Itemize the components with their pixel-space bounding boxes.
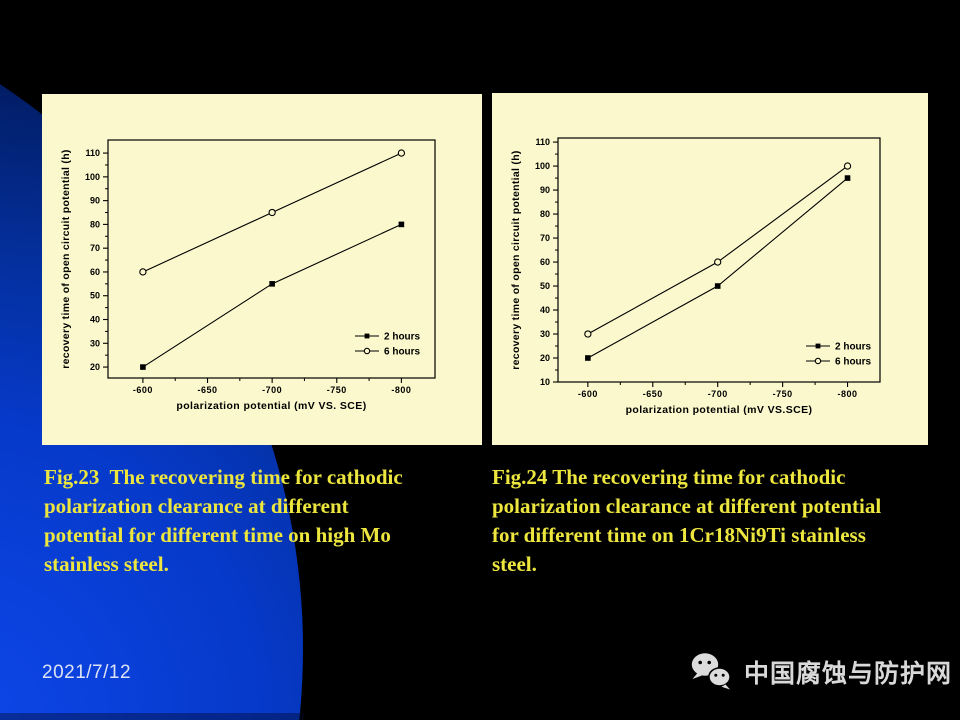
caption-fig23-line4: stainless steel. <box>44 552 169 576</box>
caption-fig24-line3: for different time on 1Cr18Ni9Ti stainle… <box>492 523 866 547</box>
legend-label: 2 hours <box>835 342 872 353</box>
svg-text:110: 110 <box>85 148 100 158</box>
watermark-text: 中国腐蚀与防护网 <box>744 660 953 688</box>
svg-text:90: 90 <box>540 185 550 195</box>
caption-fig24-line2: polarization clearance at different pote… <box>492 494 882 518</box>
svg-text:-800: -800 <box>391 385 411 395</box>
x-axis-label: polarization potential (mV VS. SCE) <box>176 400 366 412</box>
svg-text:-650: -650 <box>643 389 663 399</box>
fig23-chart-svg: -600 -650 -700 -750 -800 polarization potenti… <box>60 139 436 412</box>
svg-text:70: 70 <box>90 243 100 253</box>
svg-text:80: 80 <box>90 219 100 229</box>
y-axis-label: recovery time of open circuit potential … <box>60 149 72 368</box>
series-2-hours <box>140 221 405 370</box>
series-2-hours <box>585 175 851 361</box>
caption-fig23-line3: potential for different time on high Mo <box>44 523 391 547</box>
svg-text:110: 110 <box>535 137 550 147</box>
caption-fig24: Fig.24 The recovering time for cathodic … <box>492 463 881 579</box>
caption-fig23-line2: polarization clearance at different <box>44 494 349 518</box>
fig24-chart-svg: -600 -650 -700 -750 -800 polarization potenti… <box>510 137 881 416</box>
svg-text:-600: -600 <box>578 389 598 399</box>
svg-text:20: 20 <box>90 362 100 372</box>
svg-text:40: 40 <box>540 305 550 315</box>
legend-label: 6 hours <box>384 347 421 358</box>
caption-fig24-line1: Fig.24 The recovering time for cathodic <box>492 465 846 489</box>
y-axis-label: recovery time of open circuit potential … <box>510 150 522 369</box>
svg-text:-650: -650 <box>198 385 218 395</box>
svg-text:50: 50 <box>90 291 100 301</box>
legend-label: 6 hours <box>835 357 872 368</box>
svg-text:-750: -750 <box>773 389 793 399</box>
caption-fig24-line4: steel. <box>492 552 537 576</box>
legend: 2 hours 6 hours <box>806 342 872 368</box>
legend: 2 hours 6 hours <box>355 332 421 358</box>
slide-date: 2021/7/12 <box>42 662 132 683</box>
svg-text:30: 30 <box>90 338 100 348</box>
figure-panel-fig24: -600 -650 -700 -750 -800 polarization potenti… <box>492 93 928 445</box>
figure-panel-fig23: -600 -650 -700 -750 -800 polarization potenti… <box>42 94 482 445</box>
plot-frame <box>107 139 436 379</box>
svg-text:100: 100 <box>535 161 550 171</box>
x-axis-label: polarization potential (mV VS.SCE) <box>626 404 813 416</box>
svg-text:30: 30 <box>540 329 550 339</box>
series-6-hours <box>139 149 406 276</box>
svg-text:20: 20 <box>540 353 550 363</box>
svg-text:50: 50 <box>540 281 550 291</box>
legend-label: 2 hours <box>384 332 421 343</box>
caption-fig23: Fig.23 The recovering time for cathodic … <box>44 463 403 579</box>
svg-text:100: 100 <box>85 172 100 182</box>
series-6-hours <box>584 162 852 338</box>
svg-text:90: 90 <box>90 196 100 206</box>
svg-text:-800: -800 <box>838 389 858 399</box>
watermark: 中国腐蚀与防护网 <box>690 646 952 698</box>
svg-text:80: 80 <box>540 209 550 219</box>
x-axis: -600 -650 -700 -750 -800 polarization potenti… <box>133 378 411 412</box>
svg-text:-750: -750 <box>327 385 347 395</box>
plot-frame <box>557 137 881 383</box>
caption-fig23-line1: Fig.23 The recovering time for cathodic <box>44 465 403 489</box>
svg-text:40: 40 <box>90 315 100 325</box>
svg-text:-700: -700 <box>262 385 282 395</box>
svg-text:60: 60 <box>90 267 100 277</box>
y-axis: 10 20 30 40 50 60 70 80 90 100 110 recovery time of… <box>510 137 558 387</box>
svg-text:-700: -700 <box>708 389 728 399</box>
svg-text:60: 60 <box>540 257 550 267</box>
x-axis: -600 -650 -700 -750 -800 polarization potenti… <box>578 382 858 416</box>
svg-text:10: 10 <box>540 377 550 387</box>
svg-text:-600: -600 <box>133 385 153 395</box>
bottom-shade <box>0 713 304 720</box>
svg-text:70: 70 <box>540 233 550 243</box>
wechat-icon <box>691 653 731 690</box>
y-axis: 20 30 40 50 60 70 80 90 100 110 recovery time of o… <box>60 148 108 372</box>
